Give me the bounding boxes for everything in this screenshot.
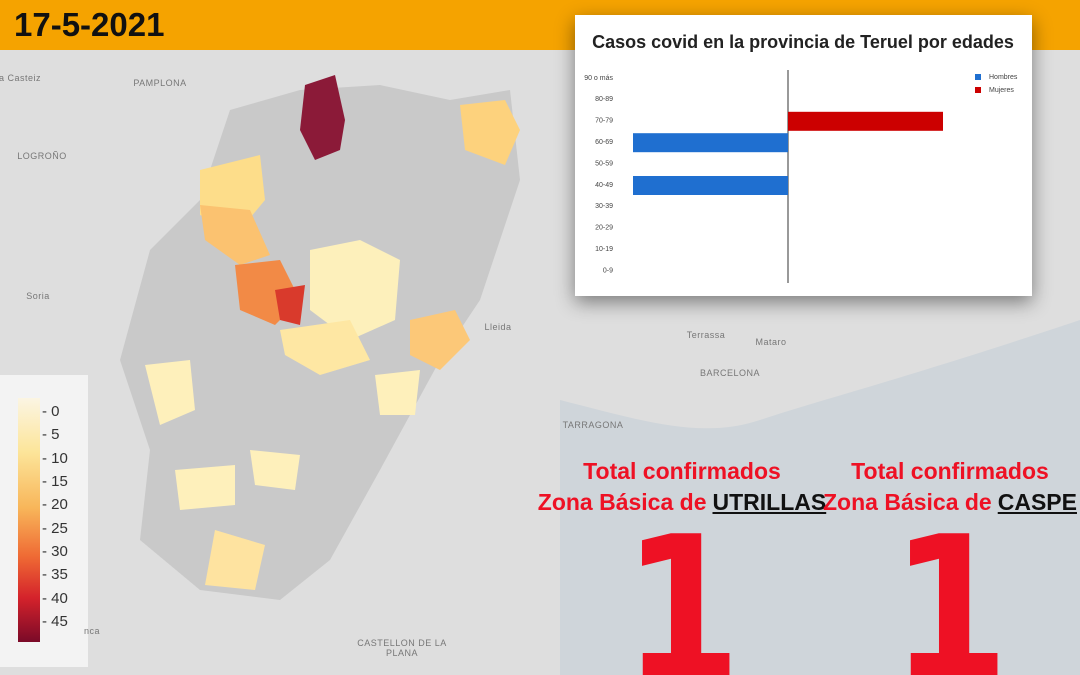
y-tick-label: 20-29 <box>595 225 613 232</box>
zone <box>460 100 520 165</box>
bar <box>788 111 943 131</box>
colorbar-tick-label: - 40 <box>42 589 68 607</box>
legend-swatch <box>975 74 981 80</box>
y-tick-label: 40-49 <box>595 182 613 189</box>
zone <box>175 465 235 510</box>
total-number: 1 <box>622 494 742 675</box>
zone-line: Zona Básica de CASPE <box>800 487 1080 518</box>
colorbar-tick-label: - 20 <box>42 496 68 514</box>
colorbar-tick-label: - 10 <box>42 449 68 467</box>
map-label: LOGROÑO <box>17 151 67 161</box>
chart-title: Casos covid en la provincia de Teruel po… <box>592 32 1014 52</box>
y-tick-label: 30-39 <box>595 203 613 210</box>
total-title: Total confirmados <box>851 458 1049 484</box>
zone <box>275 285 305 325</box>
total-block: Total confirmados Zona Básica de UTRILLAS 1 <box>532 456 832 675</box>
colorbar-tick-label: - 35 <box>42 566 68 584</box>
map-label: a Casteiz <box>0 73 42 83</box>
zone <box>200 205 270 265</box>
map-label: CASTELLON DE LA PLANA <box>357 638 447 658</box>
colorbar-tick-label: - 45 <box>42 613 68 630</box>
total-block: Total confirmados Zona Básica de CASPE 1 <box>800 456 1080 675</box>
legend-label: Hombres <box>989 74 1018 81</box>
total-title: Total confirmados <box>583 458 781 484</box>
date: 17-5-2021 <box>14 6 165 43</box>
zone <box>410 310 470 370</box>
colorbar-tick-label: - 0 <box>42 403 60 420</box>
map-label: Lleida <box>484 322 512 332</box>
y-tick-label: 60-69 <box>595 139 613 146</box>
zone <box>205 530 265 590</box>
zone-prefix: Zona Básica de <box>823 489 992 515</box>
bar <box>633 133 788 153</box>
y-tick-label: 70-79 <box>595 118 613 125</box>
y-tick-label: 10-19 <box>595 246 613 253</box>
chart: Casos covid en la provincia de Teruel po… <box>584 32 1018 283</box>
map-label: Soria <box>26 291 50 301</box>
colorbar-tick-label: - 25 <box>42 519 68 537</box>
colorbar-tick-label: - 5 <box>42 426 60 444</box>
zone <box>375 370 420 415</box>
zone <box>300 75 345 160</box>
y-tick-label: 90 o más <box>584 75 613 82</box>
zone <box>145 360 195 425</box>
total-number: 1 <box>890 494 1010 675</box>
y-tick-label: 50-59 <box>595 160 613 167</box>
map-label: PAMPLONA <box>133 78 187 88</box>
sea <box>560 320 1080 675</box>
colorbar-panel <box>0 375 88 667</box>
colorbar-tick-label: - 30 <box>42 543 68 560</box>
zone <box>310 240 400 340</box>
zone-name: CASPE <box>997 489 1077 515</box>
y-tick-label: 80-89 <box>595 96 613 103</box>
zone-prefix: Zona Básica de <box>537 489 707 515</box>
map-label: TARRAGONA <box>562 420 624 430</box>
map-label: Mataro <box>755 337 787 347</box>
zone <box>280 320 370 375</box>
colorbar <box>18 398 40 642</box>
legend-label: Mujeres <box>989 87 1014 94</box>
y-tick-label: 0-9 <box>603 267 613 274</box>
colorbar-tick-label: - 15 <box>42 473 68 490</box>
chart-panel: Casos covid en la provincia de Teruel po… <box>575 15 1032 296</box>
bar <box>633 176 788 195</box>
zone <box>250 450 300 490</box>
legend-swatch <box>975 87 981 93</box>
map-label: nca <box>83 626 100 636</box>
map-label: BARCELONA <box>699 368 761 378</box>
zone-name: UTRILLAS <box>712 489 827 515</box>
map-label: Terrassa <box>686 330 726 340</box>
zone-line: Zona Básica de UTRILLAS <box>532 487 832 518</box>
